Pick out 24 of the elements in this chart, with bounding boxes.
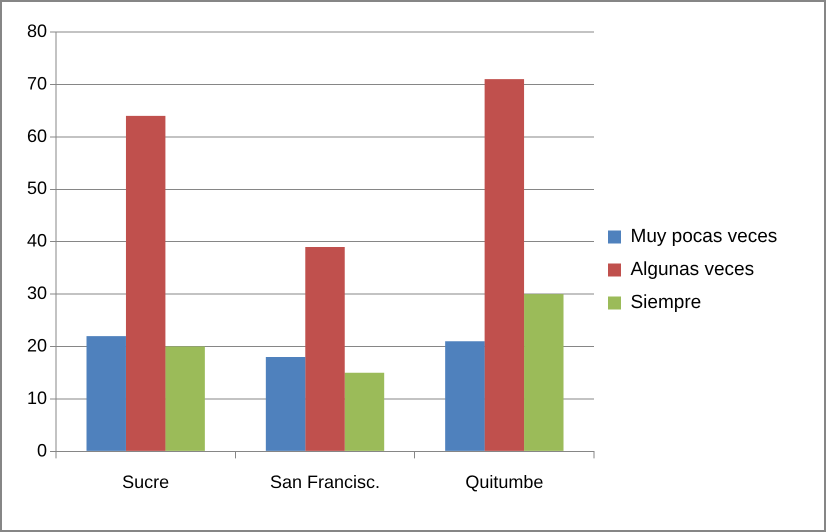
y-tick-label: 50 bbox=[26, 178, 48, 198]
bar bbox=[165, 346, 205, 451]
y-tick-label: 10 bbox=[26, 388, 48, 408]
y-tick-label: 60 bbox=[26, 126, 48, 146]
x-tick-label: San Francisc. bbox=[270, 472, 380, 492]
y-tick-label: 70 bbox=[26, 73, 48, 94]
bar bbox=[484, 79, 524, 451]
legend-label: Siempre bbox=[630, 292, 702, 314]
bar bbox=[524, 294, 564, 451]
y-tick-label: 40 bbox=[26, 230, 48, 251]
y-tick-label: 20 bbox=[26, 336, 48, 356]
x-tick-label: Quitumbe bbox=[465, 472, 544, 492]
bar bbox=[344, 372, 384, 451]
y-tick-label: 80 bbox=[26, 20, 48, 41]
bar bbox=[305, 246, 345, 451]
x-tick-label: Sucre bbox=[122, 472, 170, 492]
legend-label: Muy pocas veces bbox=[630, 226, 778, 248]
bar bbox=[266, 357, 306, 451]
legend-label: Algunas veces bbox=[630, 259, 754, 280]
y-tick-label: 30 bbox=[26, 283, 48, 304]
bar bbox=[126, 116, 166, 451]
y-tick-label: 0 bbox=[37, 440, 48, 460]
bar bbox=[86, 336, 126, 451]
bar bbox=[445, 341, 485, 451]
